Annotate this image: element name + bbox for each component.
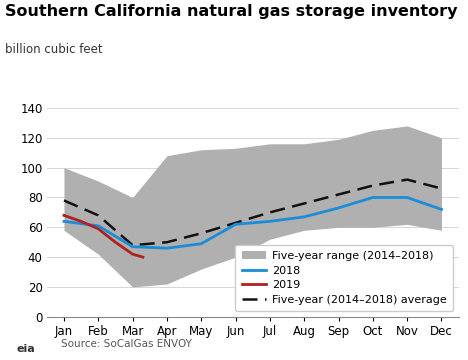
Legend: Five-year range (2014–2018), 2018, 2019, Five-year (2014–2018) average: Five-year range (2014–2018), 2018, 2019,… — [235, 244, 453, 311]
Text: eia: eia — [16, 344, 35, 354]
Text: Source: SoCalGas ENVOY: Source: SoCalGas ENVOY — [61, 339, 192, 349]
Text: Southern California natural gas storage inventory: Southern California natural gas storage … — [5, 4, 457, 19]
Text: billion cubic feet: billion cubic feet — [5, 43, 102, 56]
